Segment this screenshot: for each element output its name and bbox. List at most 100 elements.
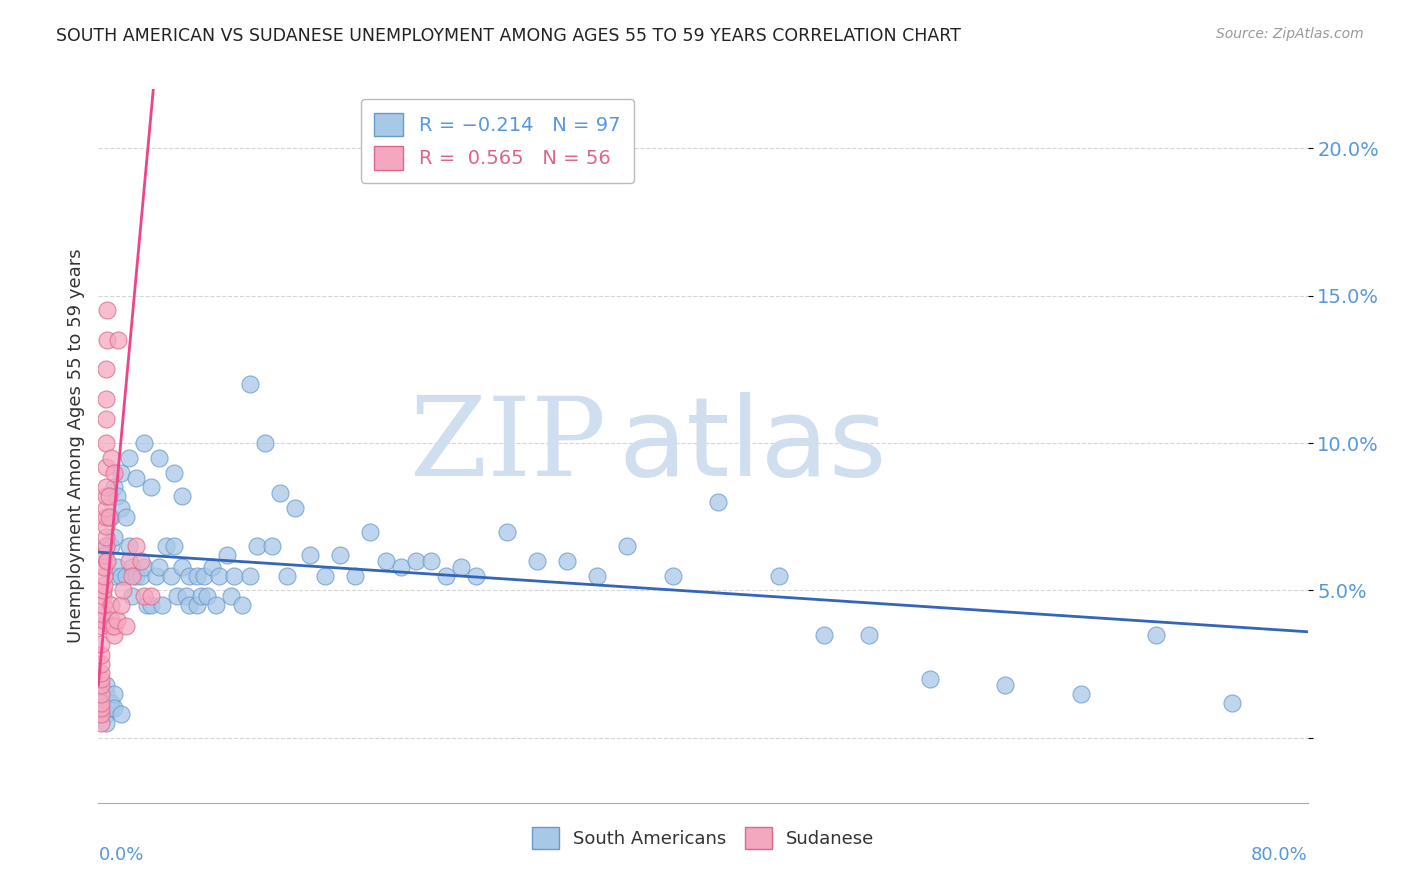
Point <box>114 568 136 582</box>
Point <box>186 568 208 582</box>
Point <box>103 568 125 582</box>
Point <box>253 436 276 450</box>
Point <box>707 495 730 509</box>
Point <box>125 471 148 485</box>
Point <box>103 480 125 494</box>
Point <box>94 530 117 544</box>
Point <box>405 554 427 568</box>
Point <box>90 678 112 692</box>
Text: ZIP: ZIP <box>411 392 606 500</box>
Point <box>262 539 284 553</box>
Point <box>276 568 298 582</box>
Point <box>329 548 352 562</box>
Point <box>101 619 124 633</box>
Point <box>100 701 122 715</box>
Point <box>360 524 382 539</box>
Point <box>132 436 155 450</box>
Point <box>100 599 122 613</box>
Point <box>90 672 112 686</box>
Point <box>284 500 307 515</box>
Point <box>110 707 132 722</box>
Point <box>190 590 212 604</box>
Point <box>90 716 112 731</box>
Point <box>91 613 114 627</box>
Text: 80.0%: 80.0% <box>1251 846 1308 863</box>
Point <box>98 489 121 503</box>
Point <box>94 509 117 524</box>
Point <box>121 568 143 582</box>
Point <box>160 568 183 582</box>
Point <box>231 599 253 613</box>
Point <box>91 583 114 598</box>
Point <box>90 696 112 710</box>
Point <box>94 696 117 710</box>
Y-axis label: Unemployment Among Ages 55 to 59 years: Unemployment Among Ages 55 to 59 years <box>66 249 84 643</box>
Point <box>93 560 115 574</box>
Point <box>1070 687 1092 701</box>
Point <box>94 392 117 406</box>
Point <box>239 377 262 392</box>
Point <box>90 648 112 663</box>
Point <box>100 509 122 524</box>
Point <box>94 678 117 692</box>
Point <box>93 568 115 582</box>
Point <box>179 568 201 582</box>
Point <box>90 687 112 701</box>
Point <box>166 590 188 604</box>
Point <box>94 500 117 515</box>
Point <box>121 590 143 604</box>
Point <box>616 539 638 553</box>
Point <box>269 486 291 500</box>
Point <box>661 568 683 582</box>
Point <box>107 333 129 347</box>
Point <box>155 539 177 553</box>
Point <box>374 554 396 568</box>
Point <box>434 568 457 582</box>
Point <box>100 613 122 627</box>
Point <box>94 518 117 533</box>
Point <box>179 599 201 613</box>
Point <box>125 568 148 582</box>
Point <box>344 568 367 582</box>
Point <box>94 480 117 494</box>
Point <box>94 539 117 553</box>
Point <box>768 568 790 582</box>
Point <box>555 554 578 568</box>
Point <box>1144 628 1167 642</box>
Point <box>129 554 152 568</box>
Point <box>201 560 224 574</box>
Point <box>420 554 443 568</box>
Point <box>299 548 322 562</box>
Point <box>93 577 115 591</box>
Point <box>121 560 143 574</box>
Point <box>141 590 163 604</box>
Point <box>100 539 122 553</box>
Point <box>118 450 141 465</box>
Point <box>135 599 157 613</box>
Point <box>1220 696 1243 710</box>
Point <box>163 466 186 480</box>
Point <box>90 666 112 681</box>
Point <box>114 509 136 524</box>
Text: SOUTH AMERICAN VS SUDANESE UNEMPLOYMENT AMONG AGES 55 TO 59 YEARS CORRELATION CH: SOUTH AMERICAN VS SUDANESE UNEMPLOYMENT … <box>56 27 962 45</box>
Point <box>148 450 170 465</box>
Point <box>132 590 155 604</box>
Point <box>90 657 112 672</box>
Point <box>586 568 609 582</box>
Point <box>221 590 243 604</box>
Point <box>94 539 117 553</box>
Point <box>90 636 112 650</box>
Point <box>111 583 134 598</box>
Point <box>94 707 117 722</box>
Point <box>186 599 208 613</box>
Point <box>105 560 128 574</box>
Point <box>170 489 193 503</box>
Point <box>105 613 128 627</box>
Text: 0.0%: 0.0% <box>98 846 143 863</box>
Point <box>91 599 114 613</box>
Point <box>110 599 132 613</box>
Point <box>193 568 215 582</box>
Point <box>495 524 517 539</box>
Point <box>118 554 141 568</box>
Point <box>174 590 197 604</box>
